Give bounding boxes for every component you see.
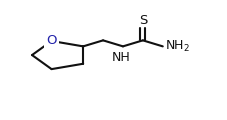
Text: O: O <box>46 34 57 47</box>
Text: NH$_2$: NH$_2$ <box>165 39 190 54</box>
Text: S: S <box>138 14 146 27</box>
Text: NH: NH <box>112 51 130 64</box>
